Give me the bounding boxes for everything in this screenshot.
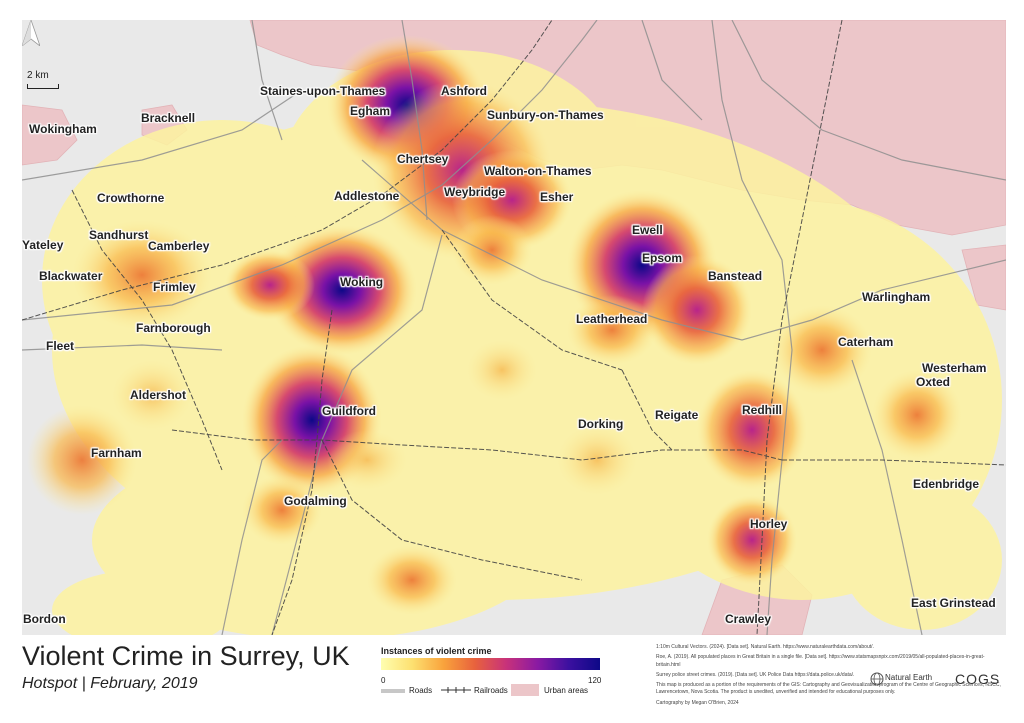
scale-bar: 2 km bbox=[27, 70, 59, 89]
town-label: Addlestone bbox=[334, 189, 400, 203]
town-label: Reigate bbox=[655, 408, 699, 422]
north-arrow-icon bbox=[22, 20, 40, 46]
town-label: Warlingham bbox=[862, 290, 931, 304]
town-label: Woking bbox=[340, 275, 384, 289]
credit-line: Surrey police street crimes. (2019). [Da… bbox=[656, 671, 855, 678]
town-label: Godalming bbox=[284, 494, 347, 508]
town-label: Crawley bbox=[725, 612, 772, 626]
town-label: Egham bbox=[350, 104, 391, 118]
legend-max-label: 120 bbox=[588, 676, 602, 685]
credit-line: Roe, A. (2019). All populated places in … bbox=[656, 654, 985, 668]
legend-roads-label: Roads bbox=[409, 686, 433, 695]
town-label: Dorking bbox=[578, 417, 624, 431]
map-title: Violent Crime in Surrey, UK bbox=[22, 641, 350, 671]
map-canvas bbox=[22, 20, 1006, 635]
credit-line: This map is produced as a portion of the… bbox=[656, 682, 1001, 696]
roads-symbol-icon bbox=[381, 689, 405, 693]
town-label: East Grinstead bbox=[911, 596, 996, 610]
natural-earth-logo: Natural Earth bbox=[885, 673, 933, 682]
town-label: Esher bbox=[540, 190, 574, 204]
town-label: Walton-on-Thames bbox=[484, 164, 592, 178]
credit-line: 1:10m Cultural Vectors. (2024). [Data se… bbox=[656, 644, 874, 650]
town-label: Ewell bbox=[632, 223, 663, 237]
town-label: Fleet bbox=[46, 339, 75, 353]
town-label: Chertsey bbox=[397, 152, 449, 166]
town-label: Crowthorne bbox=[97, 191, 165, 205]
credits-block: 1:10m Cultural Vectors. (2024). [Data se… bbox=[656, 644, 1006, 710]
town-label: Blackwater bbox=[39, 269, 103, 283]
credit-line: Cartography by Megan O'Brien, 2024 bbox=[656, 699, 739, 706]
town-label: Aldershot bbox=[130, 388, 187, 402]
town-label: Epsom bbox=[642, 251, 683, 265]
legend-color-ramp bbox=[381, 658, 600, 670]
town-label: Farnborough bbox=[136, 321, 211, 335]
scale-label: 2 km bbox=[27, 70, 49, 81]
roads bbox=[22, 20, 1006, 635]
map-frame[interactable]: 2 km Staines-upon-Thames Ashford Egham S… bbox=[22, 20, 1006, 635]
town-label: Westerham bbox=[922, 361, 987, 375]
town-label: Farnham bbox=[91, 446, 142, 460]
town-label: Ashford bbox=[441, 84, 487, 98]
town-label: Staines-upon-Thames bbox=[260, 84, 386, 98]
town-label: Wokingham bbox=[29, 122, 97, 136]
town-label: Leatherhead bbox=[576, 312, 648, 326]
town-label: Sandhurst bbox=[89, 228, 149, 242]
town-label: Banstead bbox=[708, 269, 763, 283]
railroads bbox=[22, 20, 1006, 635]
legend-min-label: 0 bbox=[381, 676, 386, 685]
town-label: Bordon bbox=[23, 612, 66, 626]
town-label: Sunbury-on-Thames bbox=[487, 108, 604, 122]
scale-bar-line bbox=[27, 84, 59, 89]
town-label: Caterham bbox=[838, 335, 894, 349]
globe-icon bbox=[870, 672, 884, 686]
town-label: Camberley bbox=[148, 239, 210, 253]
town-label: Guildford bbox=[322, 404, 376, 418]
town-label: Weybridge bbox=[444, 185, 506, 199]
town-label: Oxted bbox=[916, 375, 951, 389]
town-label: Yateley bbox=[22, 238, 64, 252]
legend-urban-label: Urban areas bbox=[544, 686, 589, 695]
town-label: Redhill bbox=[742, 403, 783, 417]
railroads-symbol-icon bbox=[441, 687, 471, 693]
town-label: Frimley bbox=[153, 280, 196, 294]
town-label: Horley bbox=[750, 517, 788, 531]
town-label: Edenbridge bbox=[913, 477, 980, 491]
legend-title: Instances of violent crime bbox=[381, 646, 492, 656]
cogs-logo: COGS bbox=[955, 671, 1001, 687]
town-label: Bracknell bbox=[141, 111, 196, 125]
legend-railroads-label: Railroads bbox=[474, 686, 508, 695]
urban-areas-swatch bbox=[511, 684, 539, 696]
map-subtitle: Hotspot | February, 2019 bbox=[22, 675, 198, 692]
